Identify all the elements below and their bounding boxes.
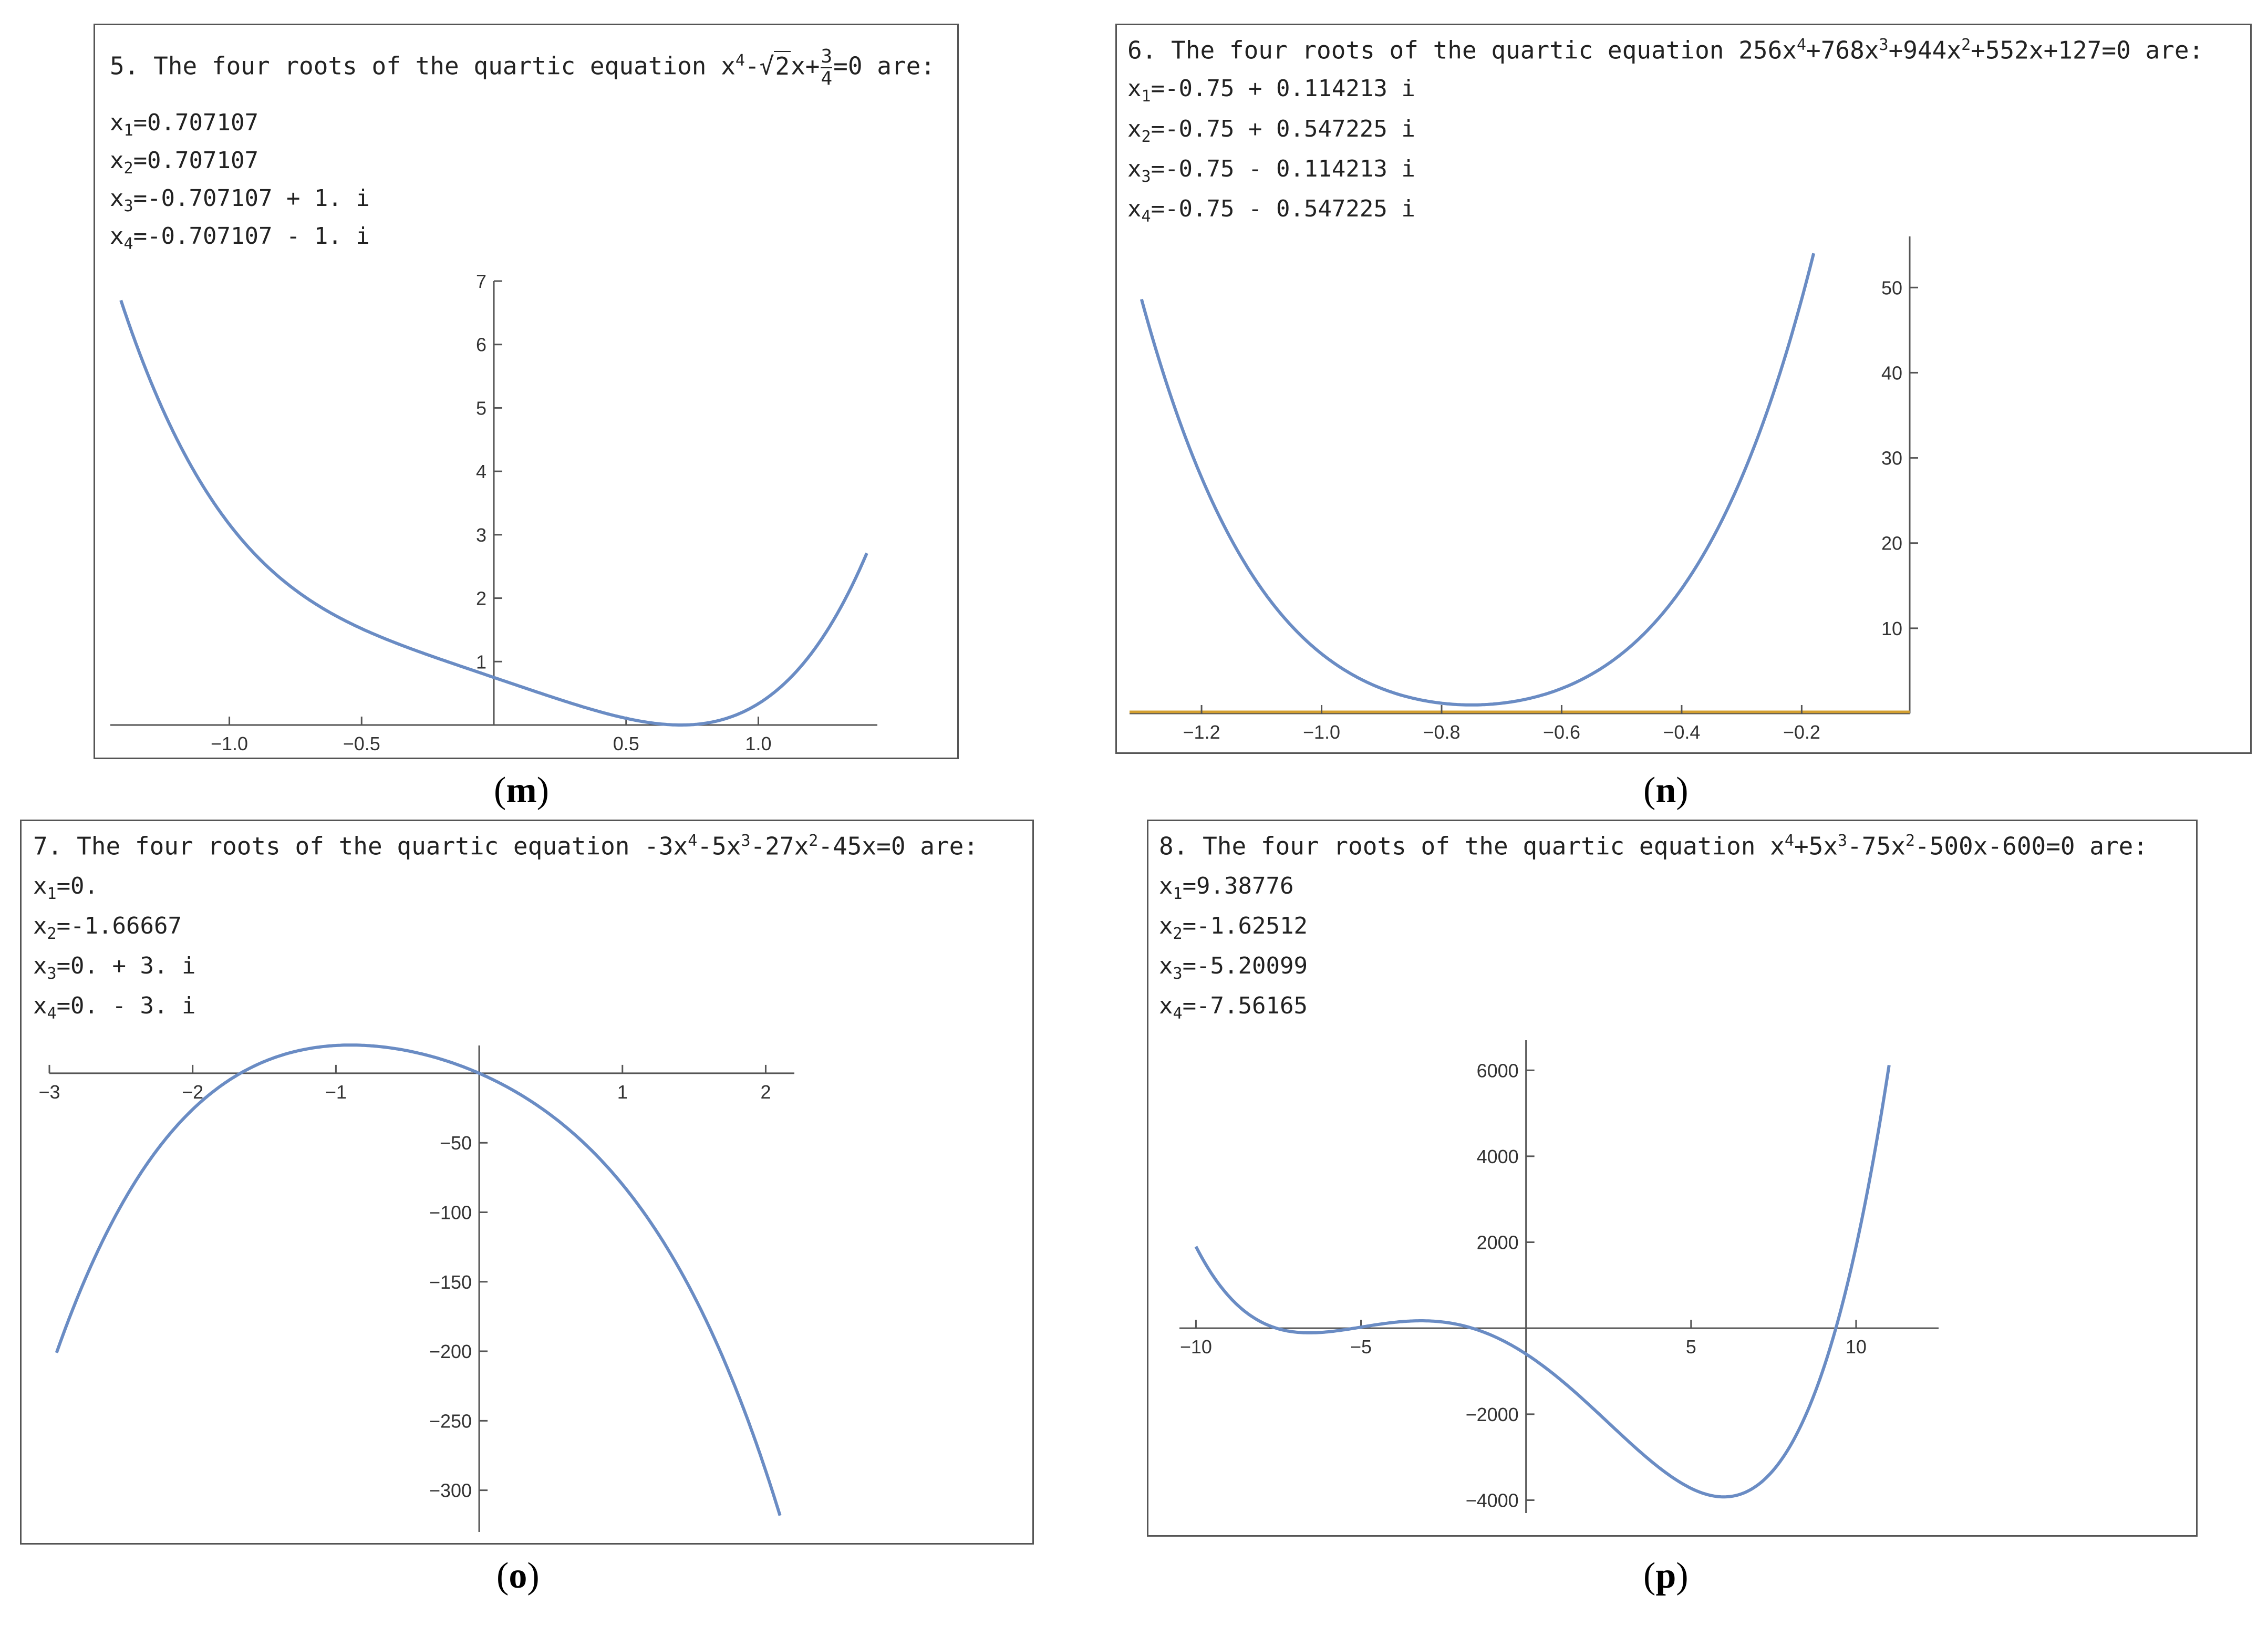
y-tick-label: 2000: [1477, 1232, 1519, 1254]
chart-header-n: 6. The four roots of the quartic equatio…: [1127, 36, 2204, 65]
y-tick-label: 1: [476, 651, 486, 672]
chart-panel-p: 8. The four roots of the quartic equatio…: [1147, 820, 2198, 1537]
x-tick-label: −1.0: [211, 733, 248, 754]
root-line: x3=-0.707107 + 1. i: [110, 185, 370, 215]
y-tick-label: 6000: [1477, 1060, 1519, 1081]
x-tick-label: −10: [1180, 1336, 1212, 1358]
chart-panel-m: 5. The four roots of the quartic equatio…: [94, 24, 959, 759]
x-tick-label: 10: [1846, 1336, 1867, 1358]
x-tick-label: −0.4: [1663, 721, 1700, 743]
y-tick-label: 6: [476, 334, 486, 356]
chart-header-m: 5. The four roots of the quartic equatio…: [110, 46, 936, 89]
y-tick-label: 3: [476, 524, 486, 546]
y-tick-label: 5: [476, 397, 486, 419]
root-line: x1=-0.75 + 0.114213 i: [1127, 75, 1415, 106]
root-line: x2=-1.66667: [33, 913, 182, 943]
x-tick-label: 0.5: [613, 733, 639, 754]
chart-panel-o: 7. The four roots of the quartic equatio…: [20, 820, 1034, 1545]
caption-m: (m): [494, 770, 549, 811]
y-tick-label: 4000: [1477, 1146, 1519, 1167]
x-tick-label: −0.8: [1423, 721, 1460, 743]
x-tick-label: −0.2: [1783, 721, 1820, 743]
root-line: x4=-0.75 - 0.547225 i: [1127, 195, 1415, 226]
y-tick-label: −100: [429, 1202, 472, 1223]
root-line: x1=0.707107: [110, 109, 258, 140]
root-line: x1=9.38776: [1159, 873, 1294, 903]
x-tick-label: −1: [325, 1081, 347, 1103]
root-line: x2=-1.62512: [1159, 913, 1308, 943]
y-tick-label: −250: [429, 1410, 472, 1432]
root-line: x1=0.: [33, 873, 99, 903]
y-tick-label: 4: [476, 461, 486, 482]
root-line: x3=0. + 3. i: [33, 952, 196, 983]
y-tick-label: 10: [1881, 618, 1902, 639]
caption-n: (n): [1643, 770, 1689, 811]
y-tick-label: 20: [1881, 533, 1902, 554]
root-line: x3=-5.20099: [1159, 952, 1308, 983]
y-tick-label: −150: [429, 1271, 472, 1293]
root-line: x4=0. - 3. i: [33, 992, 196, 1023]
root-line: x4=-7.56165: [1159, 992, 1308, 1023]
x-tick-label: 2: [760, 1081, 771, 1103]
x-tick-label: −3: [38, 1081, 60, 1103]
x-tick-label: 1.0: [745, 733, 771, 754]
y-tick-label: 2: [476, 588, 486, 609]
x-tick-label: 1: [617, 1081, 628, 1103]
y-tick-label: −4000: [1466, 1489, 1519, 1511]
function-curve: [1194, 1064, 1891, 1499]
y-tick-label: −200: [429, 1341, 472, 1362]
root-line: x2=0.707107: [110, 147, 258, 178]
y-tick-label: 30: [1881, 448, 1902, 469]
x-tick-label: −2: [182, 1081, 203, 1103]
chart-panel-n: 6. The four roots of the quartic equatio…: [1115, 24, 2252, 754]
x-tick-label: 5: [1686, 1336, 1696, 1358]
x-tick-label: −1.0: [1303, 721, 1340, 743]
x-tick-label: −1.2: [1183, 721, 1220, 743]
y-tick-label: 7: [476, 271, 486, 292]
chart-header-o: 7. The four roots of the quartic equatio…: [33, 832, 978, 861]
function-curve: [55, 1043, 782, 1516]
caption-p: (p): [1643, 1556, 1689, 1596]
y-tick-label: −50: [440, 1132, 472, 1154]
x-tick-label: −5: [1350, 1336, 1372, 1358]
y-tick-label: −300: [429, 1480, 472, 1501]
y-tick-label: 40: [1881, 362, 1902, 384]
root-line: x3=-0.75 - 0.114213 i: [1127, 156, 1415, 186]
y-tick-label: −2000: [1466, 1404, 1519, 1425]
y-tick-label: 50: [1881, 277, 1902, 298]
function-curve: [1140, 253, 1816, 707]
x-tick-label: −0.5: [343, 733, 380, 754]
chart-header-p: 8. The four roots of the quartic equatio…: [1159, 832, 2148, 861]
x-tick-label: −0.6: [1543, 721, 1580, 743]
root-line: x4=-0.707107 - 1. i: [110, 223, 370, 253]
root-line: x2=-0.75 + 0.547225 i: [1127, 116, 1415, 146]
function-curve: [119, 299, 868, 727]
caption-o: (o): [496, 1556, 540, 1596]
